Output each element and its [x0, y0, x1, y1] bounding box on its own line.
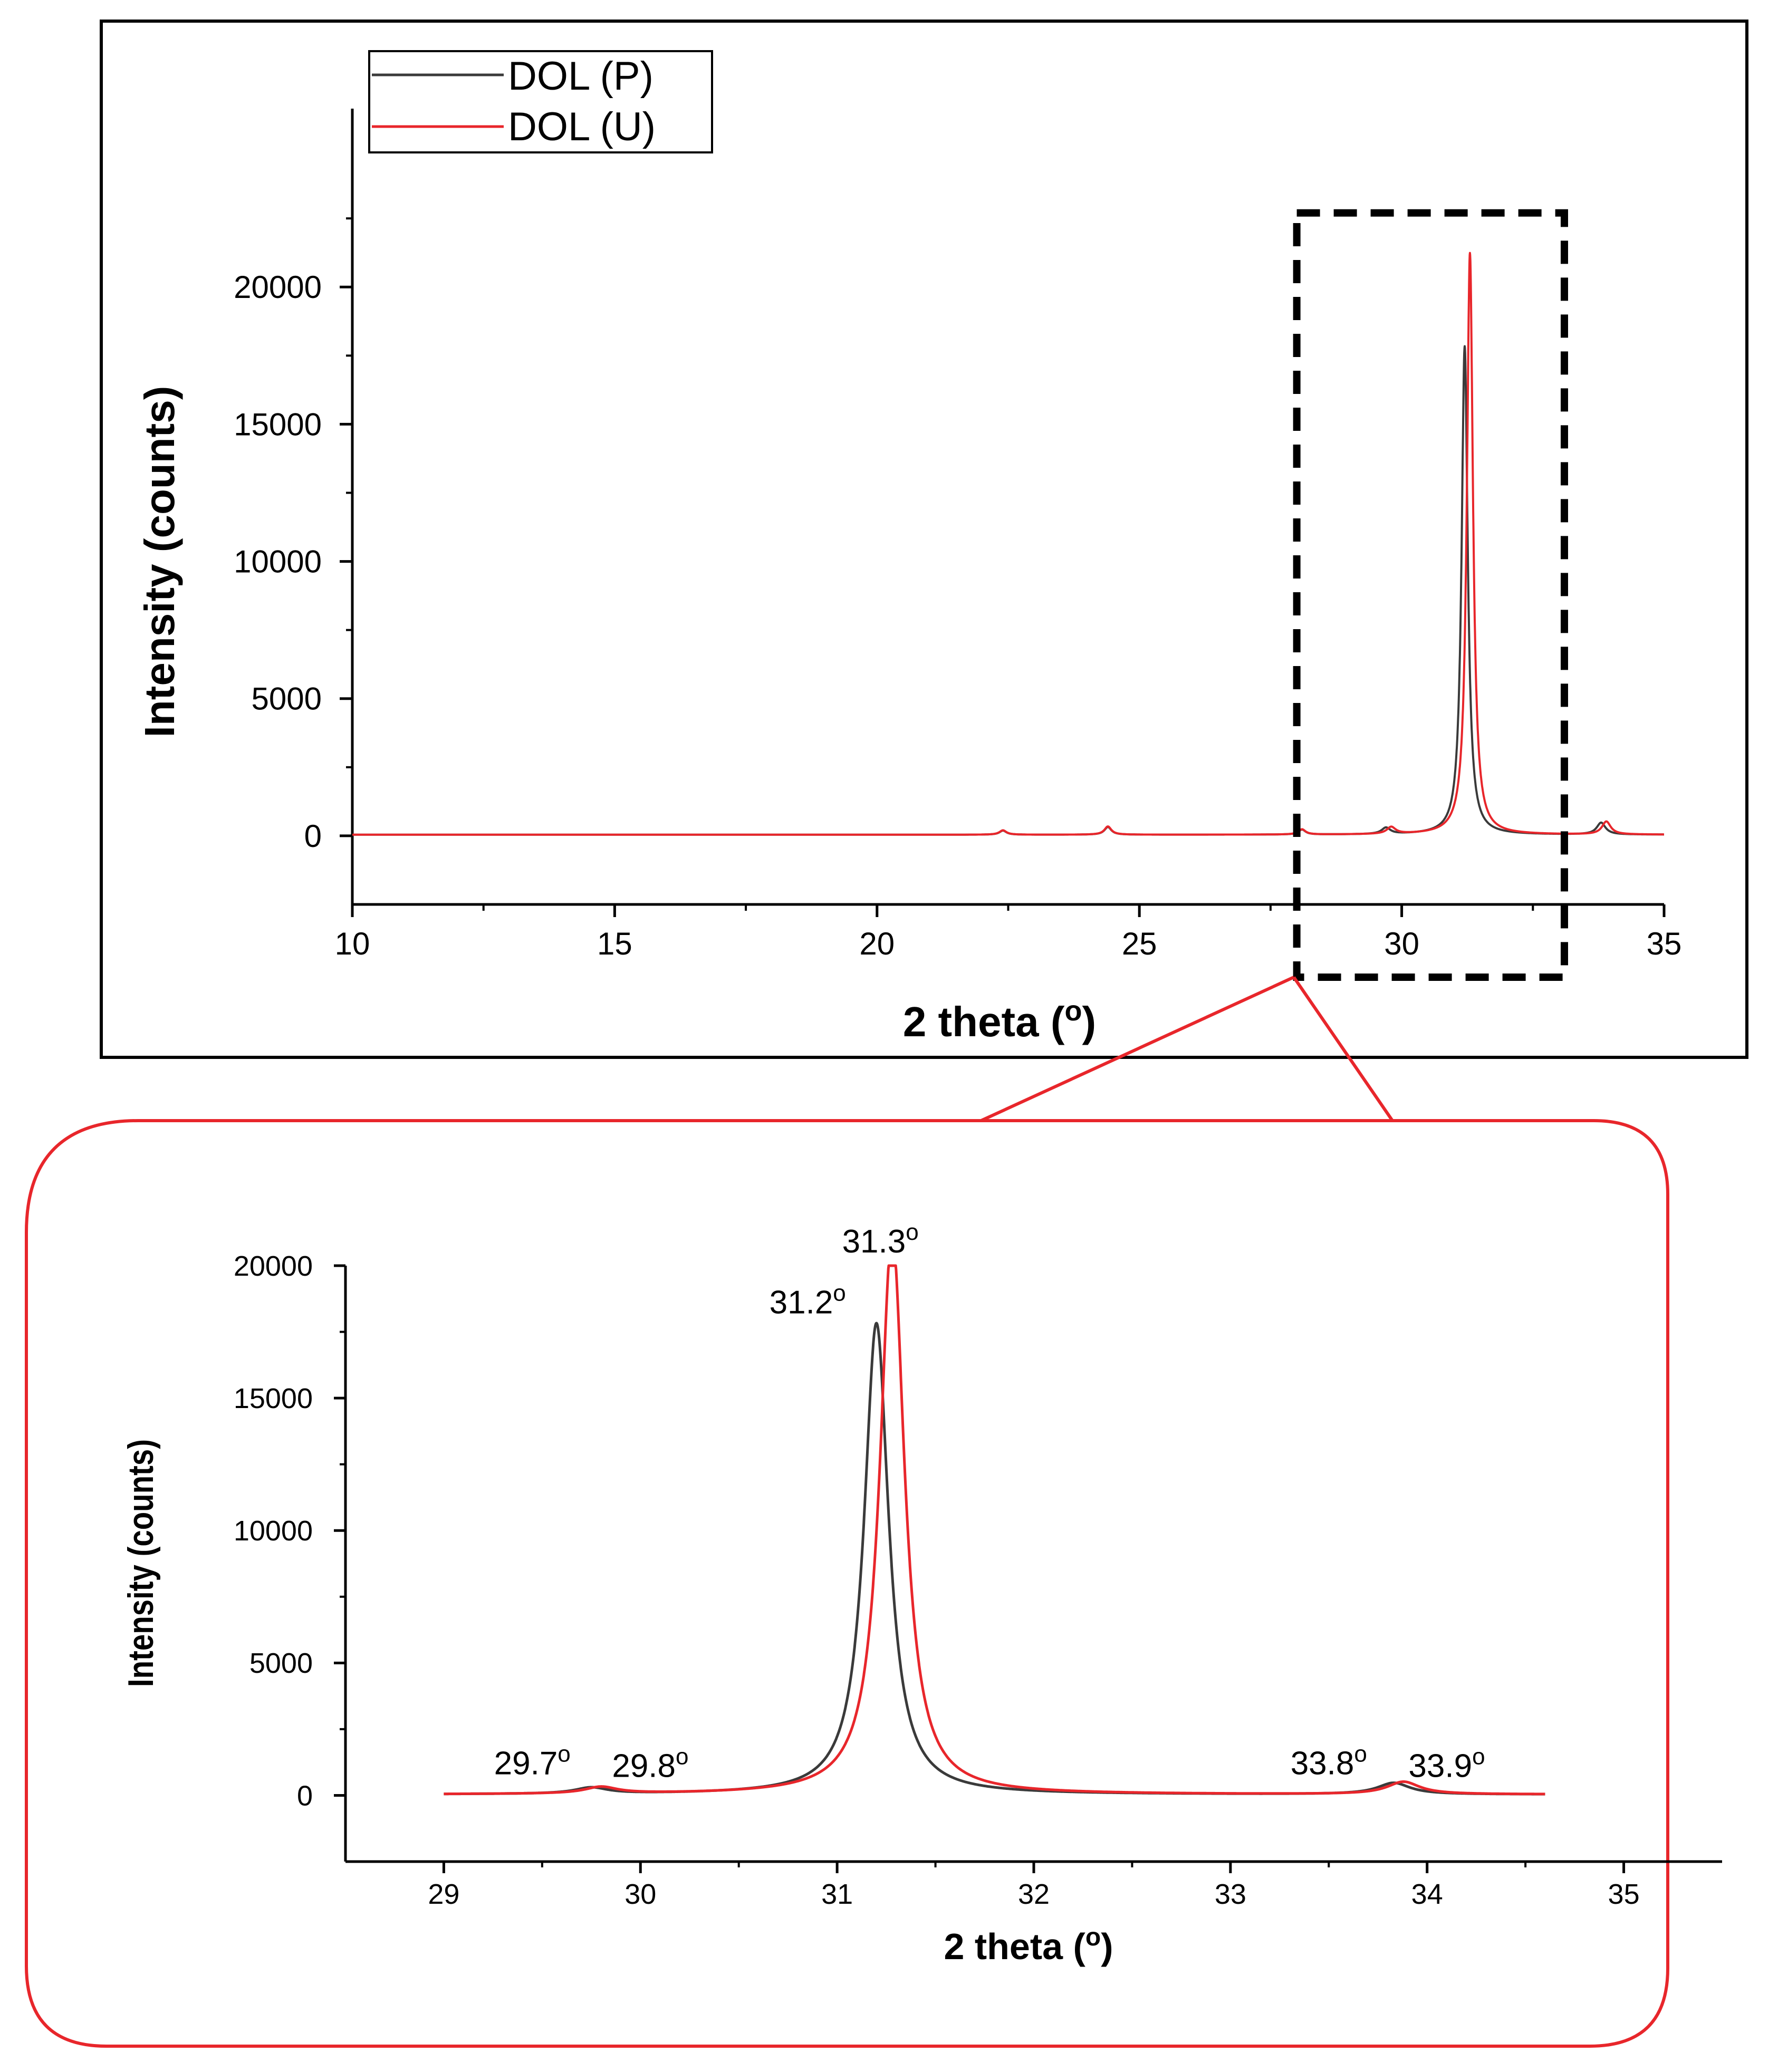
x-tick-label: 10 [335, 926, 370, 961]
zoom-y-axis-label: Intensity (counts) [121, 1439, 161, 1687]
x-tick-label: 15 [597, 926, 632, 961]
peak-label-value: 33.8 [1291, 1745, 1354, 1781]
x-tick-label: 35 [1647, 926, 1682, 961]
zoom-x-axis-label-degree: o [1085, 1923, 1101, 1951]
zoom-x-axis-label: 2 theta (o) [944, 1923, 1113, 1968]
y-tick-label: 0 [297, 1780, 313, 1811]
x-tick-label: 30 [1384, 926, 1419, 961]
zoom-x-axis-label-end: ) [1101, 1926, 1113, 1967]
x-axis-label-degree: o [1065, 995, 1082, 1027]
zoom-callout-frame [25, 1119, 1669, 2048]
zoom-region-rect [1293, 209, 1568, 981]
callout-line-right [1292, 976, 1394, 1122]
y-tick-label: 5000 [252, 681, 322, 717]
x-tick-label: 30 [624, 1878, 656, 1910]
y-tick-label: 5000 [249, 1647, 313, 1679]
y-tick-label: 10000 [234, 1515, 313, 1547]
x-tick-label: 33 [1215, 1878, 1246, 1910]
peak-label-degree: o [833, 1280, 845, 1306]
peak-label-degree: o [906, 1219, 918, 1245]
peak-label-value: 33.9 [1408, 1748, 1472, 1784]
series-line [443, 1264, 1546, 1796]
y-axis-label: Intensity (counts) [136, 386, 183, 738]
peak-label-degree: o [1354, 1741, 1367, 1767]
x-tick-label: 31 [821, 1878, 853, 1910]
series-line [351, 252, 1665, 836]
x-tick-label: 32 [1018, 1878, 1050, 1910]
y-tick-label: 10000 [234, 544, 322, 580]
full-chart-axes: 10 15 20 25 30 35 0 5000 10000 15000 20000 [234, 109, 1681, 961]
x-tick-label: 35 [1608, 1878, 1640, 1910]
x-axis-label: 2 theta (o) [903, 995, 1096, 1045]
callout-line-left [980, 976, 1295, 1122]
y-tick-label: 15000 [234, 407, 322, 442]
peak-label: 29.8o [612, 1743, 688, 1785]
x-tick-label: 20 [859, 926, 895, 961]
x-tick-label: 25 [1122, 926, 1157, 961]
x-tick-label: 34 [1411, 1878, 1443, 1910]
zoom-chart-axes: 29 30 31 32 33 34 35 0 5000 10000 15000 20000 [234, 1250, 1722, 1910]
top-chart-frame [100, 20, 1748, 1059]
legend-label-dol-p: DOL (P) [508, 54, 653, 99]
zoom-x-axis-label-main: 2 theta ( [944, 1926, 1085, 1967]
y-tick-label: 20000 [234, 1250, 313, 1282]
peak-label-value: 31.3 [842, 1223, 906, 1260]
x-tick-label: 29 [428, 1878, 459, 1910]
zoom-region-box [1293, 209, 1568, 981]
full-pattern-chart: 10 15 20 25 30 35 0 5000 10000 15000 20000 DOL (P)… [136, 50, 1681, 1045]
y-tick-label: 15000 [234, 1383, 313, 1414]
peak-label-value: 29.7 [494, 1745, 558, 1781]
peak-label: 29.7o [494, 1741, 571, 1782]
peak-label-degree: o [676, 1743, 688, 1769]
x-axis-label-main: 2 theta ( [903, 998, 1065, 1045]
peak-label: 31.3o [842, 1219, 919, 1260]
legend: DOL (P) DOL (U) [368, 50, 713, 153]
peak-label: 31.2o [770, 1280, 846, 1321]
peak-label-value: 31.2 [770, 1284, 833, 1321]
peak-label-degree: o [1472, 1743, 1485, 1769]
peak-label: 33.8o [1291, 1741, 1367, 1782]
peak-label: 33.9o [1408, 1743, 1485, 1785]
legend-box [368, 50, 713, 153]
peak-label-value: 29.8 [612, 1748, 676, 1784]
peak-label-degree: o [558, 1741, 570, 1767]
full-chart-series [351, 252, 1665, 836]
y-tick-label: 0 [304, 818, 322, 854]
zoom-chart-series [443, 1264, 1546, 1796]
y-tick-label: 20000 [234, 269, 322, 305]
legend-label-dol-u: DOL (U) [508, 104, 656, 149]
x-axis-label-end: ) [1082, 998, 1097, 1045]
